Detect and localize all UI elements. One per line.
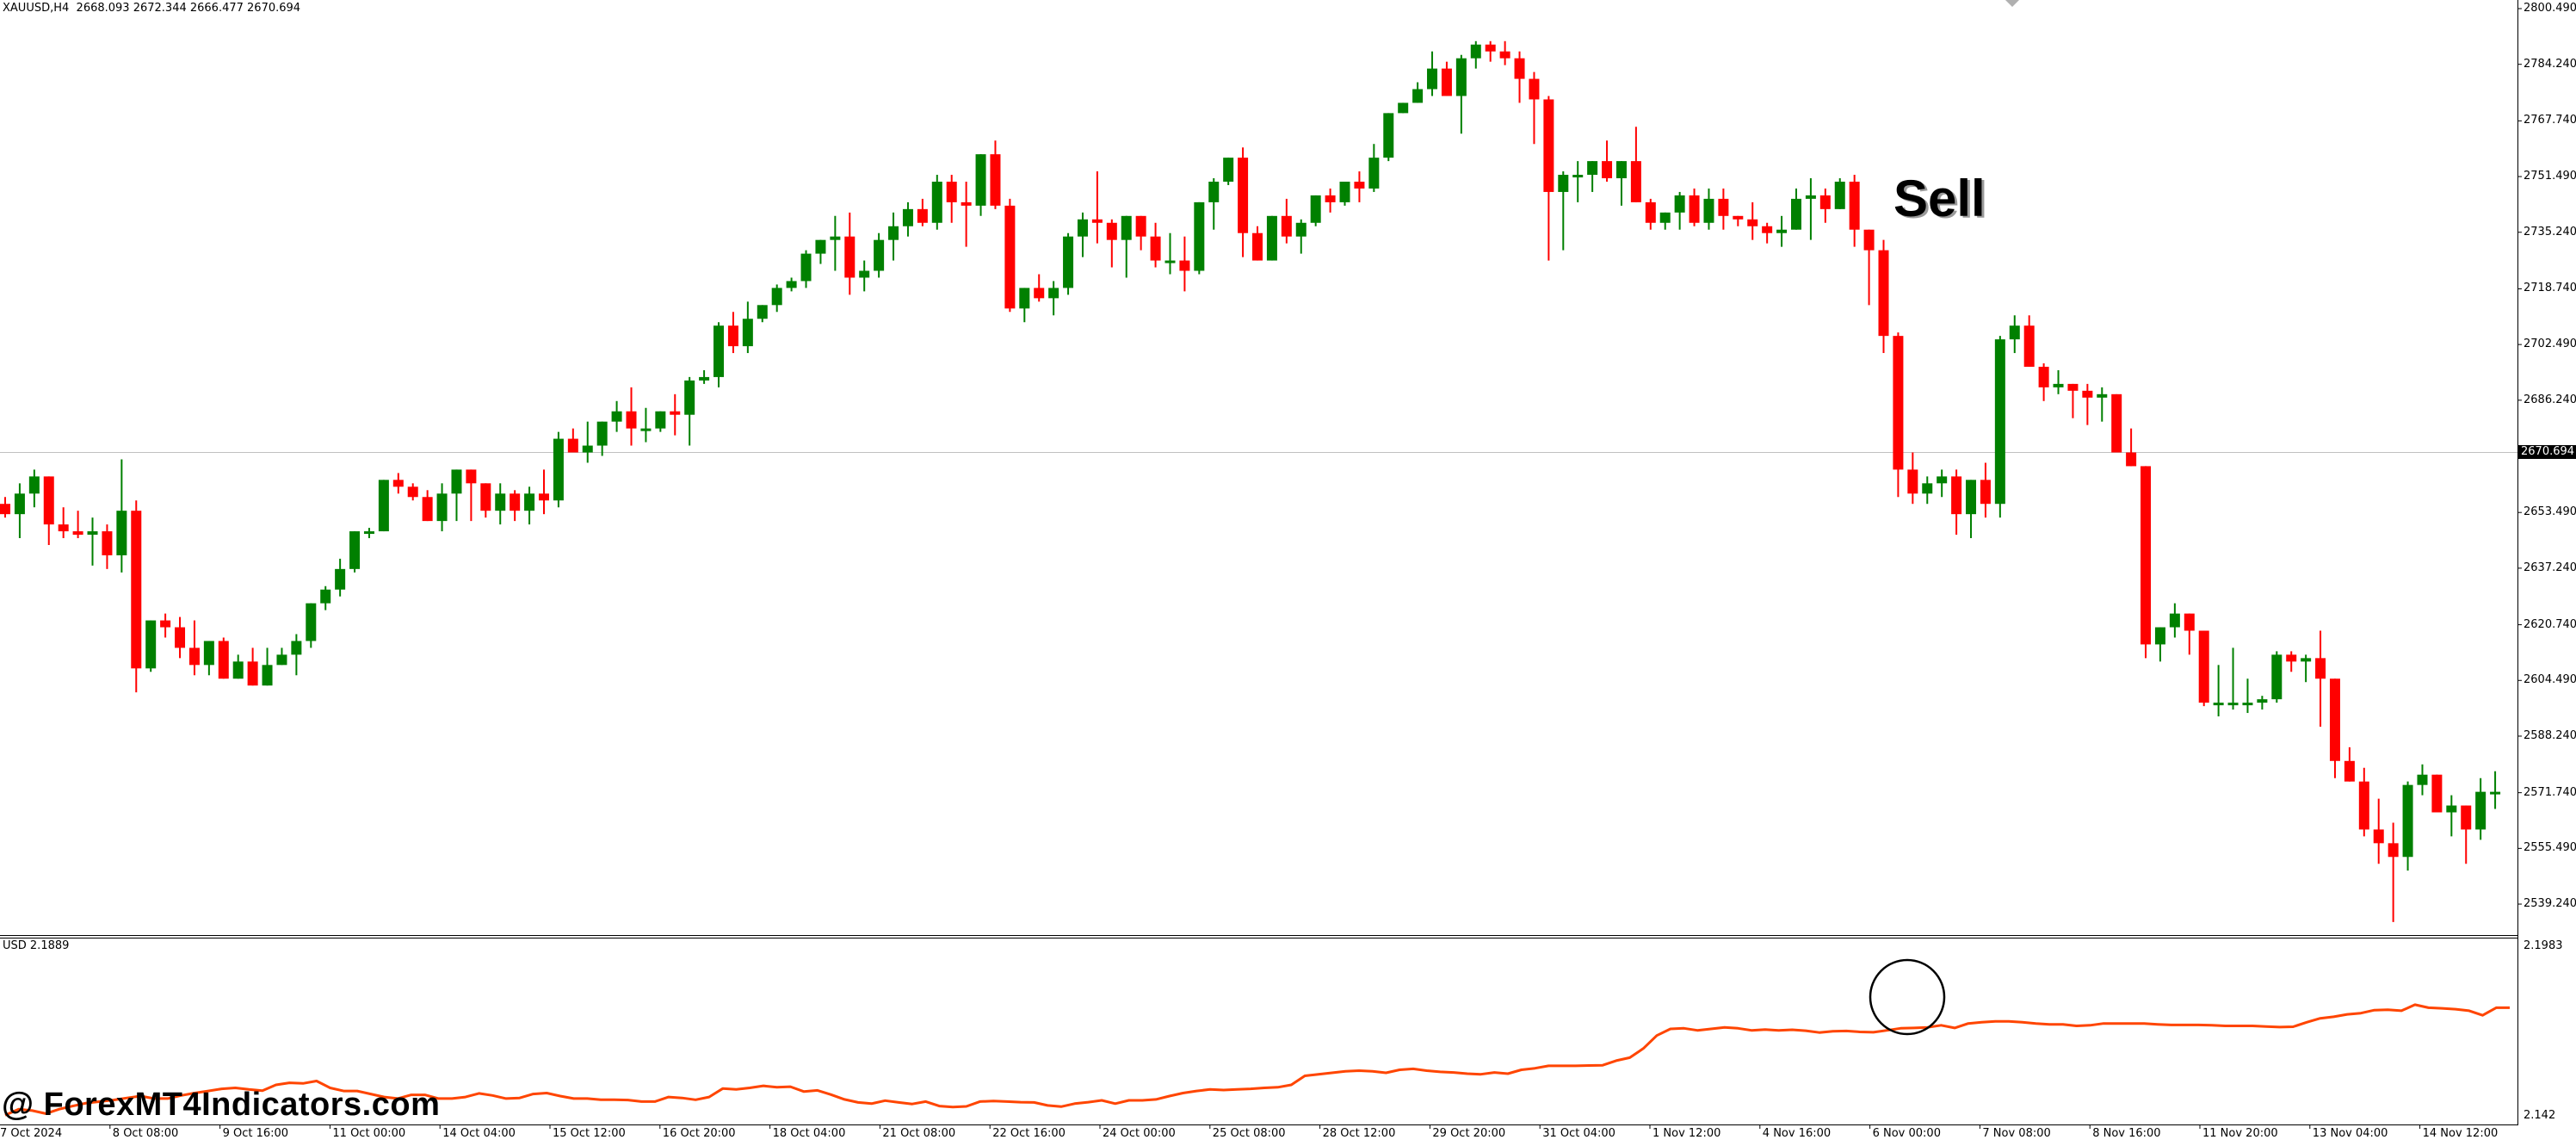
chart-header: XAUUSD,H4 2668.093 2672.344 2666.477 267… (3, 2, 300, 15)
time-tick-label: 14 Nov 12:00 (2422, 1127, 2499, 1140)
time-tick-label: 22 Oct 16:00 (992, 1127, 1066, 1140)
time-tick-label: 11 Oct 00:00 (332, 1127, 406, 1140)
time-tick-label: 4 Nov 16:00 (1762, 1127, 1832, 1140)
ohlc-values: 2668.093 2672.344 2666.477 2670.694 (76, 2, 301, 15)
time-tick-label: 31 Oct 04:00 (1542, 1127, 1615, 1140)
price-tick-label: 2767.740 (2523, 114, 2576, 127)
time-tick-label: 6 Nov 00:00 (1872, 1127, 1941, 1140)
chart-shift-marker-icon[interactable] (2005, 0, 2019, 7)
price-tick-label: 2686.240 (2523, 393, 2576, 406)
price-tick-label: 2604.490 (2523, 673, 2576, 687)
price-tick-label: 2571.740 (2523, 785, 2576, 799)
time-tick-label: 14 Oct 04:00 (442, 1127, 516, 1140)
time-tick-label: 9 Oct 16:00 (222, 1127, 289, 1140)
time-axis-ticks (109, 1124, 2421, 1129)
usd-strength-line (4, 1003, 2510, 1117)
indicator-axis-min: 2.142 (2523, 1109, 2556, 1122)
sell-signal-label: Sell (1893, 170, 1986, 227)
candlestick-series (0, 40, 2501, 922)
price-tick-label: 2784.240 (2523, 57, 2576, 71)
time-tick-label: 7 Nov 08:00 (1982, 1127, 2051, 1140)
time-tick-label: 8 Nov 16:00 (2092, 1127, 2161, 1140)
watermark-text: @ ForexMT4Indicators.com (2, 1087, 441, 1123)
time-tick-label: 25 Oct 08:00 (1212, 1127, 1286, 1140)
indicator-header: USD 2.1889 (3, 939, 70, 952)
time-tick-label: 28 Oct 12:00 (1322, 1127, 1396, 1140)
price-tick-label: 2539.240 (2523, 897, 2576, 911)
price-tick-label: 2751.490 (2523, 170, 2576, 183)
symbol-timeframe: XAUUSD,H4 (3, 2, 70, 15)
price-axis-ticks (2517, 8, 2522, 905)
time-tick-label: 16 Oct 20:00 (662, 1127, 736, 1140)
time-tick-label: 24 Oct 00:00 (1103, 1127, 1176, 1140)
price-tick-label: 2735.240 (2523, 225, 2576, 238)
price-tick-label: 2702.490 (2523, 338, 2576, 351)
time-tick-label: 7 Oct 2024 (0, 1127, 63, 1140)
price-tick-label: 2555.490 (2523, 841, 2576, 855)
time-tick-label: 13 Nov 04:00 (2312, 1127, 2388, 1140)
price-tick-label: 2800.490 (2523, 2, 2576, 15)
time-tick-label: 15 Oct 12:00 (553, 1127, 626, 1140)
time-tick-label: 21 Oct 08:00 (882, 1127, 956, 1140)
price-tick-label: 2620.740 (2523, 617, 2576, 631)
time-tick-label: 1 Nov 12:00 (1652, 1127, 1721, 1140)
time-tick-label: 8 Oct 08:00 (112, 1127, 179, 1140)
time-tick-label: 18 Oct 04:00 (772, 1127, 846, 1140)
price-tick-label: 2718.740 (2523, 282, 2576, 295)
indicator-axis-max: 2.1983 (2523, 939, 2563, 952)
time-tick-label: 11 Nov 20:00 (2202, 1127, 2278, 1140)
price-tick-label: 2637.240 (2523, 561, 2576, 574)
signal-circle-marker (1869, 958, 1946, 1036)
current-price-tag: 2670.694 (2518, 445, 2576, 459)
time-tick-label: 29 Oct 20:00 (1432, 1127, 1506, 1140)
price-tick-label: 2588.240 (2523, 728, 2576, 742)
price-tick-label: 2653.490 (2523, 505, 2576, 519)
